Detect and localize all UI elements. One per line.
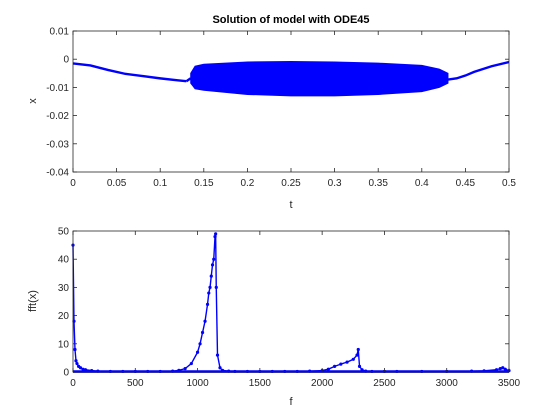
bottom-x-tick-label: 2500 xyxy=(373,378,396,389)
top-y-tick-label: -0.04 xyxy=(46,168,69,179)
bottom-ticks: 0 500 1000 1500 2000 2500 3000 3500 50 40 30 20 10 0 xyxy=(58,227,521,390)
fft-data-point xyxy=(503,367,507,371)
fft-data-point xyxy=(208,285,212,289)
bottom-x-tick-label: 2000 xyxy=(311,378,334,389)
fft-data-point xyxy=(351,357,355,361)
top-plot-area xyxy=(73,60,509,97)
bottom-axes: 0 500 1000 1500 2000 2500 3000 3500 50 40 30 20 100 … xyxy=(27,227,521,409)
top-y-tick-label: 0.01 xyxy=(50,27,70,38)
fft-data-point xyxy=(200,330,205,335)
fft-data-point xyxy=(210,263,215,267)
fft-data-point xyxy=(501,366,505,370)
fft-data-point xyxy=(356,347,360,352)
fft-data-point xyxy=(203,319,207,323)
top-x-tick-label: 0.5 xyxy=(502,178,516,189)
top-y-tick-label: -0.02 xyxy=(46,111,69,122)
fft-data-point xyxy=(189,361,193,366)
fft-data-point xyxy=(215,353,220,357)
bottom-x-tick-label: 3500 xyxy=(498,378,521,389)
fft-data-point xyxy=(339,362,343,366)
fft-data-point xyxy=(326,367,330,371)
bottom-x-tick-label: 1500 xyxy=(249,378,272,389)
top-axes: 0 0.05 0.1 0.15 0.2 0.25 0.3 0.35 0.4 0.45 0.5 0.01… xyxy=(27,14,516,211)
top-x-tick-label: 0.2 xyxy=(240,178,254,189)
fft-data-point xyxy=(73,347,77,352)
fft-data-point xyxy=(333,364,337,368)
top-x-tick-label: 0.3 xyxy=(328,178,342,189)
top-x-tick-label: 0.35 xyxy=(368,178,388,189)
x-series-line-end xyxy=(447,60,509,81)
bottom-x-tick-label: 3000 xyxy=(436,378,459,389)
top-y-axis-label: x xyxy=(27,98,39,104)
bottom-x-tick-label: 500 xyxy=(127,378,144,389)
fft-data-point xyxy=(198,342,202,346)
fft-data-point xyxy=(212,257,216,261)
fft-data-point xyxy=(195,350,200,354)
top-y-tick-label: -0.01 xyxy=(46,83,69,94)
bottom-x-tick-label: 0 xyxy=(70,378,76,389)
fft-data-point xyxy=(214,232,218,236)
fft-data-point xyxy=(207,291,211,295)
fft-data-point xyxy=(357,364,362,368)
bottom-x-axis-label: f xyxy=(289,396,293,408)
bottom-y-tick-label: 10 xyxy=(58,339,70,350)
fft-data-point xyxy=(205,302,210,306)
bottom-y-tick-label: 40 xyxy=(58,255,70,266)
fft-data-point xyxy=(74,359,78,363)
bottom-y-axis-label: fft(x) xyxy=(27,290,39,312)
x-series-oscillation-band xyxy=(190,60,449,97)
bottom-y-tick-label: 30 xyxy=(58,283,70,294)
top-x-tick-label: 0 xyxy=(70,178,76,189)
top-x-tick-label: 0.45 xyxy=(456,178,476,189)
top-ticks: 0 0.05 0.1 0.15 0.2 0.25 0.3 0.35 0.4 0.45 0.5 0.01… xyxy=(46,27,516,190)
top-x-tick-label: 0.4 xyxy=(415,178,429,189)
top-x-tick-label: 0.15 xyxy=(194,178,214,189)
top-chart-title: Solution of model with ODE45 xyxy=(212,14,369,26)
bottom-axes-box xyxy=(72,230,510,373)
top-x-tick-label: 0.05 xyxy=(107,178,127,189)
x-series-line-start xyxy=(73,62,187,83)
fft-data-point xyxy=(183,367,187,371)
fft-data-point xyxy=(81,367,85,371)
bottom-y-tick-label: 50 xyxy=(58,227,70,238)
fft-data-point xyxy=(345,360,349,364)
top-x-tick-label: 0.1 xyxy=(153,178,167,189)
fft-data-point xyxy=(214,285,218,289)
bottom-y-tick-label: 0 xyxy=(63,368,69,379)
fft-data-point xyxy=(78,366,83,370)
bottom-y-tick-label: 20 xyxy=(58,311,70,322)
fft-data-point xyxy=(498,367,502,371)
bottom-x-tick-label: 1000 xyxy=(186,378,209,389)
fft-data-point xyxy=(75,361,79,366)
top-y-tick-label: -0.03 xyxy=(46,139,69,150)
fft-data-point xyxy=(209,274,213,278)
top-y-tick-label: 0 xyxy=(63,55,69,66)
fft-data-point xyxy=(213,235,217,239)
fft-data-point xyxy=(355,353,359,357)
x-series-connector xyxy=(185,77,192,83)
top-x-axis-label: t xyxy=(289,199,292,211)
fft-data-point xyxy=(218,366,222,370)
top-series xyxy=(73,60,509,97)
top-x-tick-label: 0.25 xyxy=(281,178,301,189)
